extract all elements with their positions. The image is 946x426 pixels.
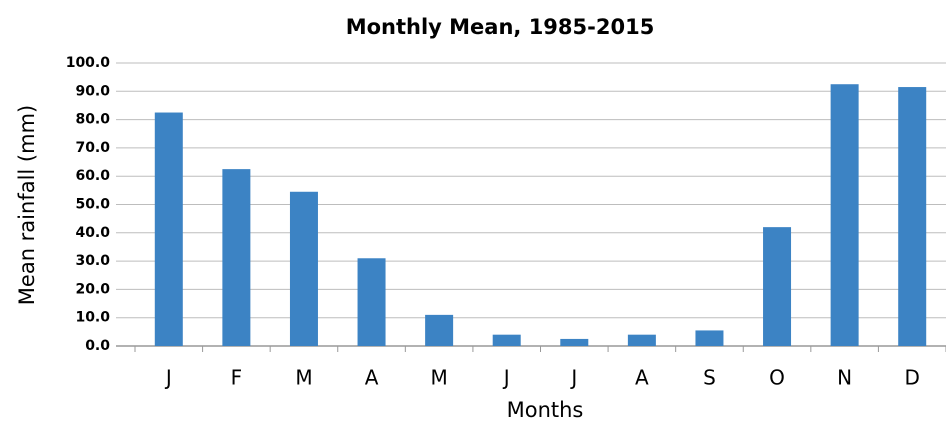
x-tick-label: D <box>905 366 920 390</box>
x-tick-label: A <box>365 366 379 390</box>
bar <box>492 334 521 346</box>
y-tick-label: 80.0 <box>75 112 110 128</box>
x-axis-label: Months <box>507 398 584 422</box>
y-tick-label: 40.0 <box>75 225 110 241</box>
y-tick-label: 90.0 <box>75 83 110 99</box>
y-tick-label: 20.0 <box>75 281 110 297</box>
y-tick-label: 60.0 <box>75 168 110 184</box>
x-tick-label: J <box>502 366 510 390</box>
x-tick-label: M <box>295 366 312 390</box>
x-tick-label: S <box>703 366 716 390</box>
bar <box>898 87 927 347</box>
y-tick-label: 0.0 <box>85 338 110 354</box>
bar <box>222 169 251 346</box>
bar <box>425 314 454 346</box>
y-tick-label: 70.0 <box>75 140 110 156</box>
x-tick-label: F <box>231 366 243 390</box>
bar <box>695 330 724 346</box>
x-tick-label: N <box>837 366 852 390</box>
bar <box>763 227 792 346</box>
bar <box>830 84 859 346</box>
x-tick-label: A <box>635 366 649 390</box>
bar <box>154 112 183 347</box>
x-tick-label: M <box>430 366 447 390</box>
x-tick-label: J <box>569 366 577 390</box>
chart-title: Monthly Mean, 1985-2015 <box>346 15 655 39</box>
y-axis-label: Mean rainfall (mm) <box>15 105 39 305</box>
x-tick-label: J <box>164 366 172 390</box>
y-tick-label: 50.0 <box>75 197 110 213</box>
bar <box>560 338 589 346</box>
bar <box>357 258 386 346</box>
y-tick-label: 30.0 <box>75 253 110 269</box>
y-tick-label: 10.0 <box>75 310 110 326</box>
y-tick-label: 100.0 <box>66 55 111 71</box>
x-tick-label: O <box>769 366 785 390</box>
bar <box>289 191 318 346</box>
bar <box>627 334 656 346</box>
